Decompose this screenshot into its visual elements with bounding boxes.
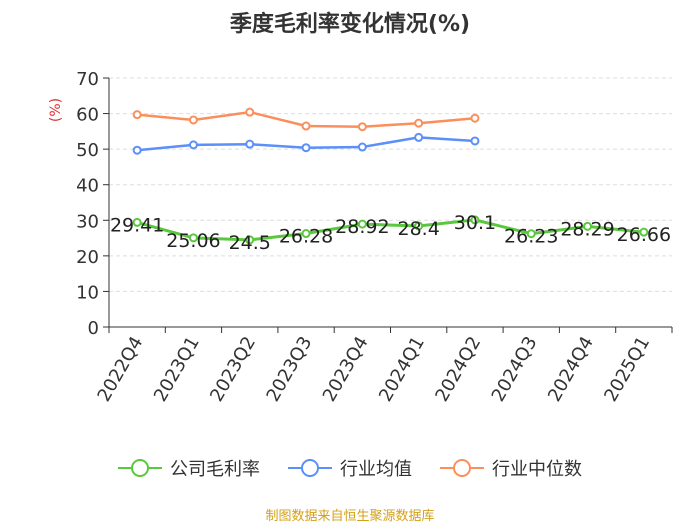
data-label: 25.06 (166, 230, 220, 252)
legend-item-industry-mean[interactable]: 行业均值 (288, 455, 412, 481)
x-tick-label: 2022Q4 (94, 333, 148, 405)
data-point (301, 121, 311, 131)
x-tick-label: 2023Q3 (262, 333, 316, 405)
y-tick-label: 0 (88, 318, 99, 339)
data-point (188, 115, 198, 125)
data-point (357, 219, 367, 229)
data-point (583, 221, 593, 231)
data-point (357, 142, 367, 152)
y-tick-label: 40 (76, 176, 99, 197)
data-point (470, 215, 480, 225)
data-label: 30.1 (454, 212, 496, 234)
data-label: 26.23 (504, 226, 558, 248)
data-label: 28.4 (397, 218, 439, 240)
data-label: 26.66 (617, 224, 671, 246)
legend-line-marker-icon (288, 459, 332, 477)
data-point (357, 122, 367, 132)
legend-label: 行业均值 (340, 459, 412, 480)
data-label: 29.41 (110, 214, 164, 236)
x-tick-label: 2023Q1 (150, 333, 204, 405)
legend-label: 行业中位数 (492, 459, 582, 480)
legend-label: 公司毛利率 (170, 459, 260, 480)
data-point (245, 139, 255, 149)
grid-lines (109, 77, 672, 292)
series (132, 107, 649, 245)
legend-line-marker-icon (118, 459, 162, 477)
legend-item-industry-median[interactable]: 行业中位数 (440, 455, 582, 481)
data-point (301, 143, 311, 153)
legend-line-marker-icon (440, 459, 484, 477)
data-point (132, 110, 142, 120)
y-tick-label: 10 (76, 282, 99, 303)
data-label: 28.29 (560, 218, 614, 240)
y-tick-label: 30 (76, 211, 99, 232)
series-line (136, 218, 645, 242)
x-tick-label: 2024Q4 (544, 333, 598, 405)
data-point (639, 227, 649, 237)
data-label: 24.5 (229, 232, 271, 254)
x-tick-label: 2024Q2 (431, 333, 485, 405)
data-point (414, 221, 424, 231)
data-point (470, 136, 480, 146)
legend: 公司毛利率 行业均值 行业中位数 (0, 455, 700, 481)
data-point (526, 229, 536, 239)
data-point (188, 140, 198, 150)
x-tick-label: 2023Q4 (319, 333, 373, 405)
y-tick-label: 50 (76, 140, 99, 161)
y-tick-label: 20 (76, 247, 99, 268)
data-point (245, 107, 255, 117)
data-point (470, 113, 480, 123)
source-note: 制图数据来自恒生聚源数据库 (265, 509, 435, 524)
data-point (414, 118, 424, 128)
data-point (188, 233, 198, 243)
data-label: 28.92 (335, 216, 389, 238)
data-point (414, 132, 424, 142)
x-tick-label: 2024Q3 (488, 333, 542, 405)
x-tick-label: 2024Q1 (375, 333, 429, 405)
y-tick-label: 60 (76, 105, 99, 126)
data-point (132, 145, 142, 155)
x-tick-label: 2023Q2 (206, 333, 260, 405)
y-tick-label: 70 (76, 69, 99, 90)
x-tick-label: 2025Q1 (600, 333, 654, 405)
data-point (132, 217, 142, 227)
y-axis-label: (%) (48, 98, 64, 122)
data-point (301, 229, 311, 239)
legend-item-company[interactable]: 公司毛利率 (118, 455, 260, 481)
data-label: 26.28 (279, 226, 333, 248)
data-point (245, 235, 255, 245)
chart-title: 季度毛利率变化情况(%) (229, 12, 471, 37)
